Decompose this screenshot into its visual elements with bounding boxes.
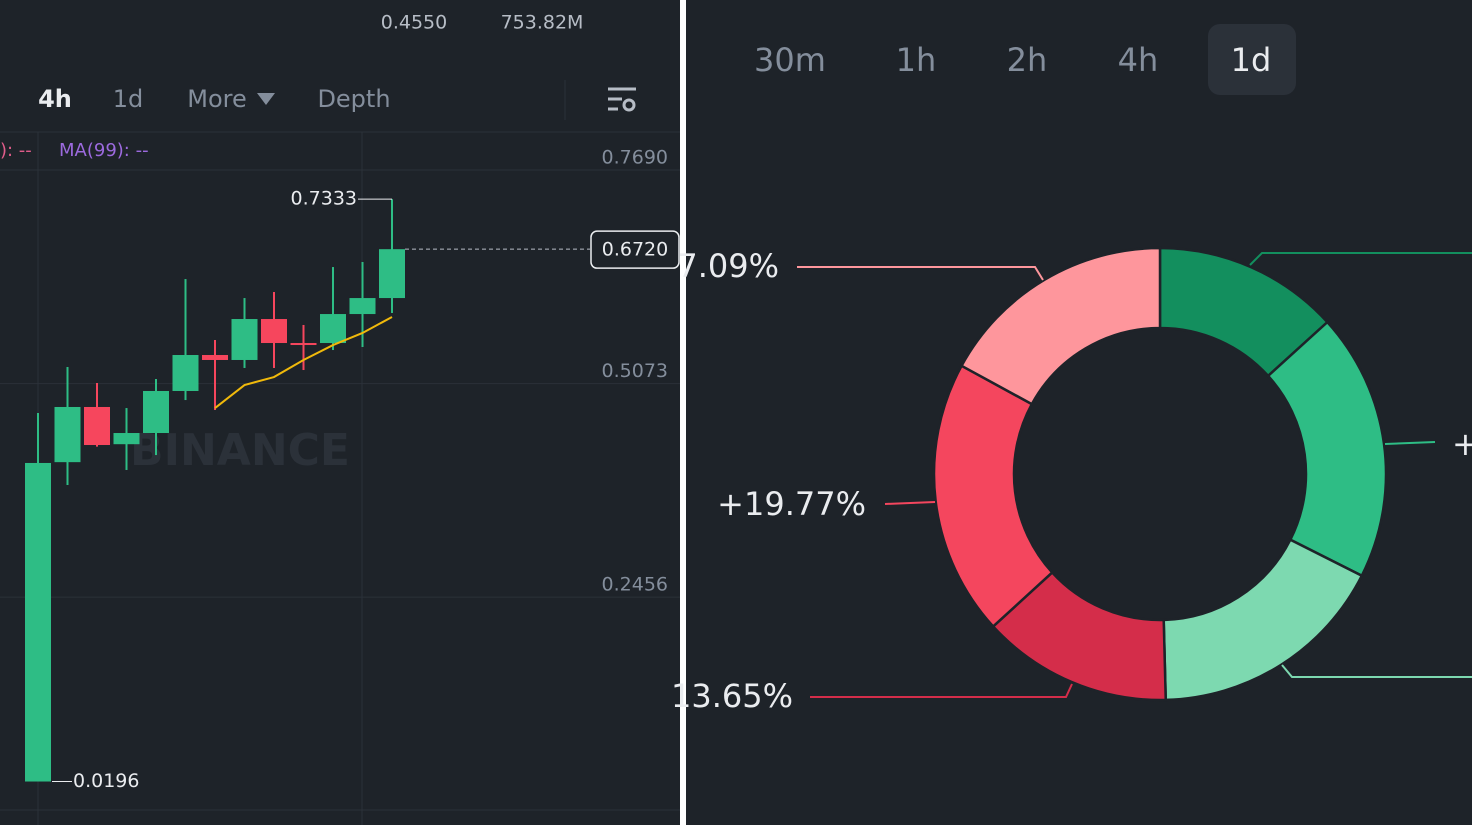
- leader-line: [1281, 664, 1472, 678]
- y-tick-label: 0.7690: [602, 147, 668, 169]
- candle-body: [143, 390, 169, 434]
- settings-icon[interactable]: [608, 87, 636, 112]
- legend-ma: ): --: [0, 140, 32, 161]
- candle-body: [54, 406, 81, 463]
- last-price-label: 0.6720: [602, 239, 668, 261]
- dropdown-arrow: [257, 93, 275, 105]
- leader-line: [797, 266, 1044, 281]
- candle-body: [113, 433, 140, 445]
- last-price-box: [590, 230, 680, 269]
- candle-body: [172, 355, 199, 391]
- divider: [680, 0, 686, 825]
- y-tick-label: 0.2456: [602, 574, 668, 596]
- tab[interactable]: 4h: [38, 85, 72, 113]
- candle-body: [290, 343, 317, 346]
- leader-line: [810, 683, 1073, 698]
- timeframe-tab[interactable]: 2h: [1007, 41, 1048, 79]
- candle-body: [202, 355, 228, 360]
- donut-segment: [959, 246, 1162, 406]
- tab[interactable]: Depth: [317, 85, 390, 113]
- candle-body: [25, 462, 51, 782]
- tab[interactable]: 1d: [113, 85, 144, 113]
- leader-line: [1249, 252, 1472, 266]
- leader-line: [884, 501, 936, 505]
- candle-body: [349, 298, 376, 315]
- y-tick-label: 0.5073: [602, 360, 668, 382]
- high-label: 0.7333: [291, 188, 357, 210]
- timeframe-tab[interactable]: 4h: [1118, 41, 1159, 79]
- candle-body: [320, 314, 346, 344]
- watermark: BINANCE: [130, 425, 350, 476]
- candle-body: [231, 319, 258, 360]
- selected-tab-bg: [1208, 24, 1296, 95]
- timeframe-tab[interactable]: 30m: [754, 41, 826, 79]
- tab[interactable]: More: [187, 85, 247, 113]
- low-label: 0.0196: [73, 770, 139, 792]
- segment-label: 13.65%: [671, 677, 793, 715]
- segment-label: +19.77%: [717, 485, 866, 523]
- candle-body: [261, 319, 287, 344]
- candle-body: [379, 249, 405, 299]
- price: 0.4550: [381, 12, 447, 34]
- icon-gear: [622, 98, 636, 112]
- donut-segment: [932, 364, 1054, 629]
- leader-line: [1384, 441, 1436, 445]
- timeframe-tab[interactable]: 1h: [896, 41, 937, 79]
- volume: 753.82M: [501, 12, 584, 34]
- candle-body: [84, 406, 110, 446]
- segment-label: +: [1452, 425, 1472, 463]
- legend-ma: MA(99): --: [59, 140, 149, 161]
- timeframe-tab[interactable]: 1d: [1231, 41, 1272, 79]
- ma-line: [214, 316, 393, 409]
- segment-label: 7.09%: [677, 247, 779, 285]
